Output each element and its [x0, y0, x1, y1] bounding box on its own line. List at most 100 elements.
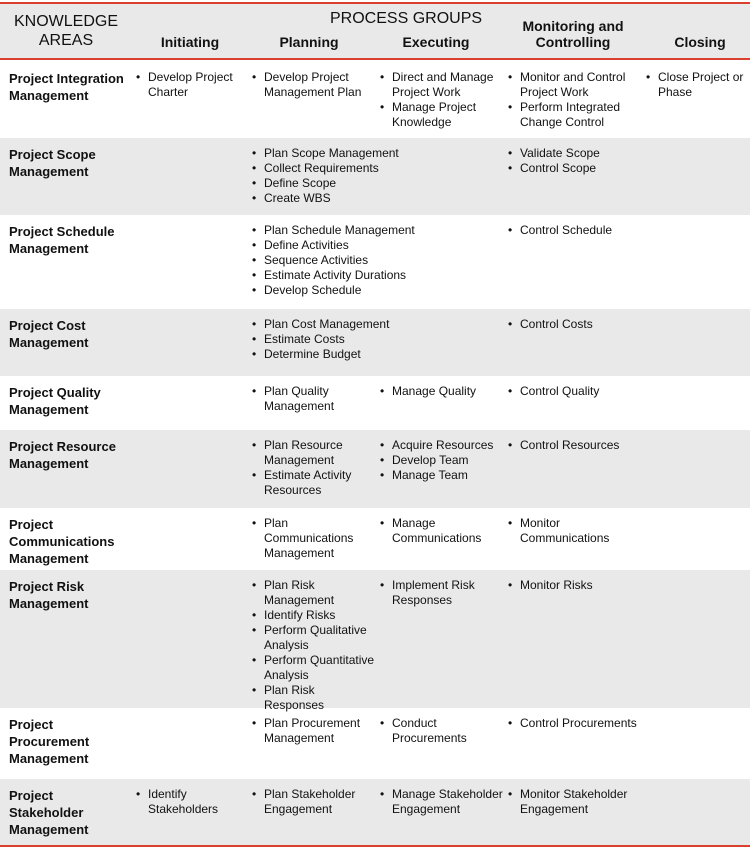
process-cell: • Manage Stakeholder Engagement — [380, 787, 505, 817]
process-cell: • Manage Communications — [380, 516, 505, 546]
process-item: • Plan Schedule Management — [252, 223, 492, 238]
process-cell: • Plan Schedule Management • Define Activit… — [252, 223, 492, 298]
process-item: • Manage Quality — [380, 384, 505, 399]
process-label: Manage Stakeholder Engagement — [392, 787, 503, 816]
process-cell: • Plan Risk Management • Identify Risks • Per… — [252, 578, 376, 713]
bullet-icon: • — [252, 384, 257, 398]
process-cell: • Direct and Manage Project Work • Manage P… — [380, 70, 505, 130]
process-label: Monitor Risks — [520, 578, 593, 592]
process-cell: • Close Project or Phase — [646, 70, 746, 100]
process-item: • Estimate Activity Resources — [252, 468, 376, 498]
bullet-icon: • — [380, 787, 385, 801]
bullet-icon: • — [252, 191, 257, 205]
process-item: • Perform Integrated Change Control — [508, 100, 643, 130]
process-item: • Control Scope — [508, 161, 643, 176]
bullet-icon: • — [252, 146, 257, 160]
process-item: • Create WBS — [252, 191, 492, 206]
bullet-icon: • — [252, 683, 257, 697]
process-item: • Manage Stakeholder Engagement — [380, 787, 505, 817]
column-monitoring-controlling: Monitoring and Controlling — [522, 18, 624, 50]
process-cell: • Monitor Stakeholder Engagement — [508, 787, 643, 817]
process-item: • Determine Budget — [252, 347, 492, 362]
table-row: Project Schedule Management • Plan Schedul… — [0, 215, 750, 309]
knowledge-area-name: Project Integration Management — [9, 71, 124, 103]
process-label: Manage Quality — [392, 384, 477, 398]
process-cell: • Implement Risk Responses — [380, 578, 505, 608]
process-cell: • Plan Communications Management — [252, 516, 376, 561]
process-item: • Validate Scope — [508, 146, 643, 161]
bullet-icon: • — [380, 468, 385, 482]
process-cell: • Develop Project Management Plan — [252, 70, 376, 100]
bullet-icon: • — [508, 716, 513, 730]
bullet-icon: • — [508, 100, 513, 114]
process-cell: • Plan Quality Management — [252, 384, 376, 414]
process-label: Manage Project Knowledge — [392, 100, 477, 129]
process-label: Perform Integrated Change Control — [520, 100, 621, 129]
bullet-icon: • — [252, 787, 257, 801]
process-label: Plan Schedule Management — [264, 223, 415, 237]
process-item: • Estimate Costs — [252, 332, 492, 347]
process-label: Develop Team — [392, 453, 469, 467]
table-header: KNOWLEDGE AREAS PROCESS GROUPS Initiatin… — [0, 2, 750, 60]
bullet-icon: • — [252, 70, 257, 84]
bullet-icon: • — [380, 384, 385, 398]
bullet-icon: • — [508, 223, 513, 237]
process-label: Plan Resource Management — [264, 438, 343, 467]
process-item: • Control Costs — [508, 317, 643, 332]
knowledge-area-name: Project Cost Management — [9, 318, 89, 350]
process-item: • Perform Quantitative Analysis — [252, 653, 376, 683]
column-closing: Closing — [674, 34, 726, 50]
process-label: Estimate Activity Resources — [264, 468, 352, 497]
process-label: Define Activities — [264, 238, 349, 252]
bullet-icon: • — [508, 70, 513, 84]
process-item: • Identify Risks — [252, 608, 376, 623]
process-item: • Develop Team — [380, 453, 505, 468]
knowledge-area-name: Project Resource Management — [9, 439, 116, 471]
process-cell: • Develop Project Charter — [136, 70, 248, 100]
table-row: Project Scope Management • Plan Scope Mana… — [0, 138, 750, 215]
process-label: Define Scope — [264, 176, 337, 190]
process-label: Determine Budget — [264, 347, 361, 361]
process-item: • Manage Team — [380, 468, 505, 483]
process-label: Plan Risk Responses — [264, 683, 325, 712]
process-label: Create WBS — [264, 191, 331, 205]
process-label: Close Project or Phase — [658, 70, 744, 99]
process-item: • Implement Risk Responses — [380, 578, 505, 608]
bullet-icon: • — [508, 516, 513, 530]
bullet-icon: • — [380, 516, 385, 530]
process-item: • Plan Quality Management — [252, 384, 376, 414]
table-row: Project Resource Management • Plan Resourc… — [0, 430, 750, 508]
process-item: • Define Scope — [252, 176, 492, 191]
process-item: • Plan Scope Management — [252, 146, 492, 161]
knowledge-area-name: Project Communications Management — [9, 517, 115, 566]
process-cell: • Plan Stakeholder Engagement — [252, 787, 376, 817]
table-row: Project Quality Management • Plan Quality … — [0, 376, 750, 430]
process-item: • Plan Communications Management — [252, 516, 376, 561]
bullet-icon: • — [380, 70, 385, 84]
process-item: • Sequence Activities — [252, 253, 492, 268]
knowledge-area-name: Project Scope Management — [9, 147, 96, 179]
bullet-icon: • — [252, 223, 257, 237]
bullet-icon: • — [380, 100, 385, 114]
bullet-icon: • — [252, 468, 257, 482]
process-cell: • Monitor Risks — [508, 578, 643, 593]
process-label: Develop Schedule — [264, 283, 362, 297]
process-label: Plan Quality Management — [264, 384, 335, 413]
process-item: • Collect Requirements — [252, 161, 492, 176]
process-cell: • Manage Quality — [380, 384, 505, 399]
bullet-icon: • — [508, 578, 513, 592]
process-cell: • Plan Scope Management • Collect Requireme… — [252, 146, 492, 206]
process-label: Monitor and Control Project Work — [520, 70, 626, 99]
process-label: Control Schedule — [520, 223, 613, 237]
process-cell: • Control Resources — [508, 438, 643, 453]
process-label: Control Resources — [520, 438, 620, 452]
process-cell: • Monitor Communications — [508, 516, 643, 546]
process-item: • Control Schedule — [508, 223, 643, 238]
bullet-icon: • — [252, 608, 257, 622]
bullet-icon: • — [252, 716, 257, 730]
process-item: • Plan Procurement Management — [252, 716, 376, 746]
bullet-icon: • — [136, 70, 141, 84]
process-label: Control Quality — [520, 384, 600, 398]
process-item: • Close Project or Phase — [646, 70, 746, 100]
bullet-icon: • — [252, 653, 257, 667]
